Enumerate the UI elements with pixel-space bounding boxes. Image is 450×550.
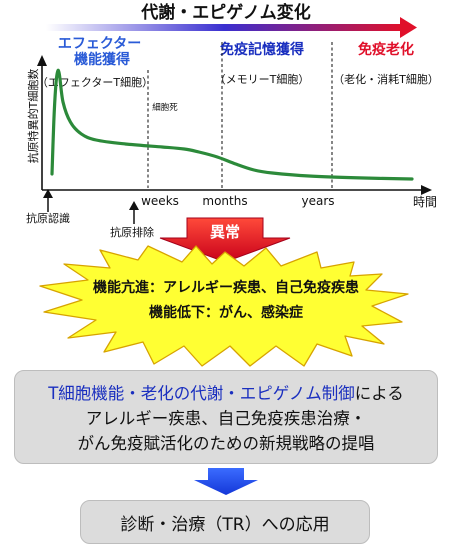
t-cell-count-curve: [50, 68, 414, 181]
phase-effector-sublabel: （エフェクターT細胞）: [37, 76, 153, 89]
application-box: 診断・治療（TR）への応用: [80, 500, 370, 544]
burst-line-hyperfunction: 機能亢進：アレルギー疾患、自己免疫疾患: [93, 279, 359, 296]
y-axis-label: 抗原特異的T細胞数: [26, 69, 40, 164]
x-tick-years: years: [301, 194, 334, 208]
antigen-recognition-label: 抗原認識: [26, 211, 70, 225]
abnormal-arrow: [159, 217, 291, 263]
down-arrow: [194, 468, 258, 495]
phase-senescence-title: 免疫老化: [358, 41, 414, 58]
burst-line-hypofunction: 機能低下：がん、感染症: [149, 304, 303, 321]
phase-memory-sublabel: （メモリーT細胞）: [215, 73, 310, 86]
research-line-3: がん免疫賦活化のための新規戦略の提唱: [77, 433, 375, 453]
antigen-elimination-label: 抗原排除: [110, 225, 154, 239]
application-label: 診断・治療（TR）への応用: [120, 514, 330, 535]
gradient-arrow: [46, 17, 417, 38]
x-tick-months: months: [202, 194, 247, 208]
antigen-recognition-arrow: [43, 189, 53, 212]
header-title: 代謝・エピゲノム変化: [140, 2, 311, 23]
burst-shape: [39, 245, 409, 367]
research-proposal-box: T細胞機能・老化の代謝・エピゲノム制御による アレルギー疾患、自己免疫疾患治療・…: [14, 370, 438, 464]
phase-senescence-sublabel: （老化・消耗T細胞）: [333, 72, 439, 86]
phase-effector-title: エフェクター 機能獲得: [58, 36, 146, 68]
research-line-2: アレルギー疾患、自己免疫疾患治療・: [85, 408, 367, 428]
research-line-1-highlight: T細胞機能・老化の代謝・エピゲノム制御: [48, 383, 355, 403]
phase-memory-title: 免疫記憶獲得: [220, 41, 304, 58]
x-axis-end-label: 時間: [413, 195, 437, 209]
antigen-elimination-arrow: [129, 201, 139, 224]
abnormal-label: 異常: [210, 223, 240, 241]
research-line-1: T細胞機能・老化の代謝・エピゲノム制御による: [48, 381, 404, 406]
x-axis-arrowhead: [421, 185, 432, 195]
y-axis-arrowhead: [37, 55, 47, 66]
research-line-1-tail: による: [354, 383, 404, 403]
cell-death-label: 細胞死: [152, 102, 178, 113]
x-tick-weeks: weeks: [141, 194, 179, 208]
